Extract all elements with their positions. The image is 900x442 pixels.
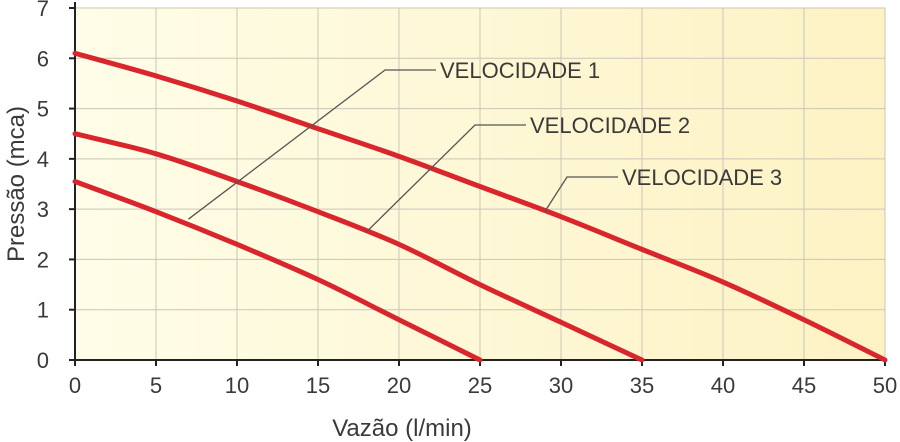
y-axis-label: Pressão (mca) — [3, 106, 30, 262]
callout-leader-line — [366, 124, 526, 233]
x-tick-label: 20 — [387, 373, 411, 398]
x-tick-label: 25 — [468, 373, 492, 398]
y-tick-label: 3 — [37, 197, 49, 222]
series-line-2 — [72, 131, 645, 363]
x-tick-label: 40 — [711, 373, 735, 398]
series-line-3 — [72, 50, 888, 363]
series-lines — [72, 50, 888, 363]
y-tick-label: 4 — [37, 147, 49, 172]
y-tick-label: 5 — [37, 97, 49, 122]
x-tick-label: 15 — [306, 373, 330, 398]
x-tick-label: 5 — [150, 373, 162, 398]
callout-leader-line — [188, 69, 436, 220]
y-tick-label: 2 — [37, 247, 49, 272]
callout-label-1: VELOCIDADE 1 — [440, 58, 600, 83]
x-tick-label: 35 — [630, 373, 654, 398]
y-tick-label: 7 — [37, 0, 49, 21]
grid-lines — [74, 7, 886, 361]
callout-leader-line — [544, 176, 618, 213]
x-tick-labels: 0 5 10 15 20 25 30 35 40 45 50 — [69, 360, 897, 398]
y-tick-label: 0 — [37, 348, 49, 373]
x-tick-label: 30 — [549, 373, 573, 398]
x-tick-label: 45 — [792, 373, 816, 398]
x-tick-label: 50 — [873, 373, 897, 398]
y-tick-labels: 0 1 2 3 4 5 6 7 — [37, 0, 75, 373]
series-line-1 — [72, 178, 483, 363]
x-axis-label: Vazão (l/min) — [332, 415, 472, 442]
x-tick-label: 10 — [225, 373, 249, 398]
callout-label-2: VELOCIDADE 2 — [530, 113, 690, 138]
callout-label-3: VELOCIDADE 3 — [622, 165, 782, 190]
y-tick-label: 6 — [37, 46, 49, 71]
callouts: VELOCIDADE 1 VELOCIDADE 2 VELOCIDADE 3 — [188, 58, 782, 233]
x-tick-label: 0 — [69, 373, 81, 398]
y-tick-label: 1 — [37, 298, 49, 323]
